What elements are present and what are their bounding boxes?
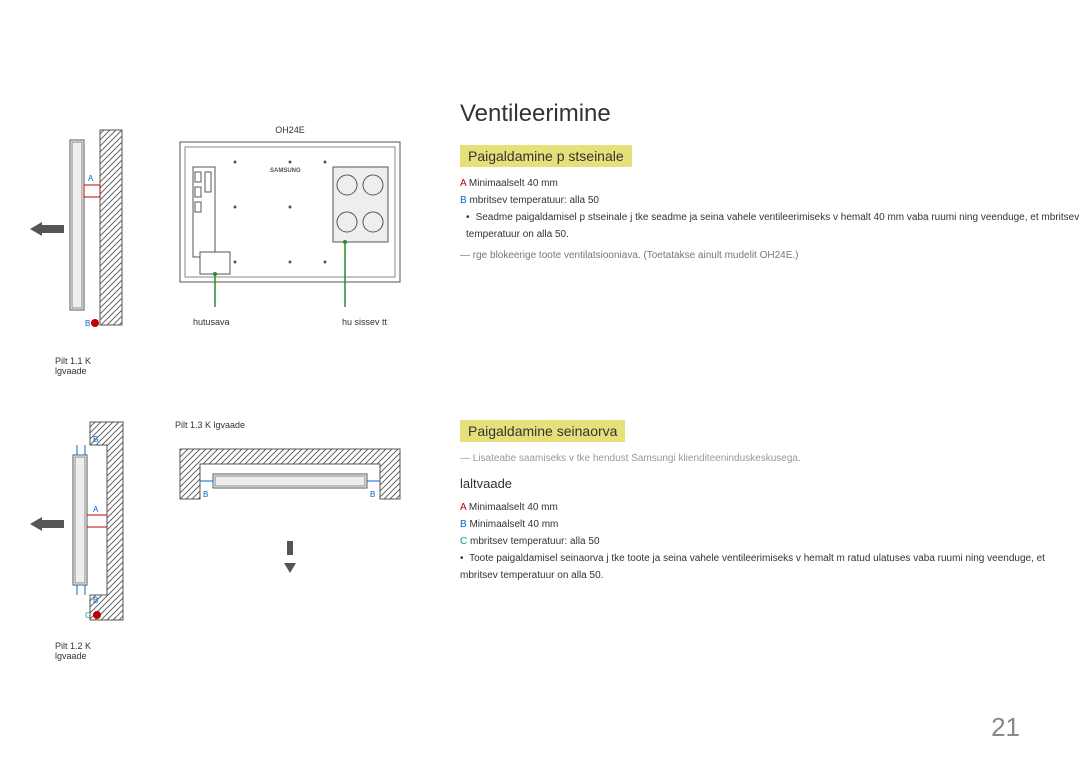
s1-bullet: Seadme paigaldamisel p stseinale j tke s… bbox=[466, 212, 1079, 240]
svg-text:B: B bbox=[85, 319, 90, 328]
svg-text:A: A bbox=[88, 174, 94, 183]
s2-b-text: Minimaalselt 40 mm bbox=[469, 519, 558, 530]
label-b2: B bbox=[460, 519, 467, 530]
arrow-icon bbox=[30, 515, 64, 533]
section-heading-recess: Paigaldamine seinaorva bbox=[460, 420, 625, 442]
arrow-down-icon bbox=[175, 541, 405, 578]
svg-text:B: B bbox=[93, 435, 98, 444]
s2-c-text: mbritsev temperatuur: alla 50 bbox=[470, 536, 600, 547]
label-b: B bbox=[460, 195, 467, 206]
section1-body: A Minimaalselt 40 mm B mbritsev temperat… bbox=[460, 175, 1080, 264]
model-label: OH24E bbox=[175, 125, 405, 135]
section-heading-wall: Paigaldamine p stseinale bbox=[460, 145, 632, 167]
svg-text:B: B bbox=[203, 490, 208, 499]
svg-text:SAMSUNG: SAMSUNG bbox=[270, 168, 301, 174]
svg-text:B: B bbox=[93, 596, 98, 605]
s1-b-text: mbritsev temperatuur: alla 50 bbox=[469, 195, 599, 206]
label-c: C bbox=[460, 536, 467, 547]
s2-info: ― Lisateabe saamiseks v tke hendust Sams… bbox=[460, 450, 1080, 467]
svg-text:A: A bbox=[93, 505, 99, 514]
s2-subheading: laltvaade bbox=[460, 473, 1080, 495]
s2-a-text: Minimaalselt 40 mm bbox=[469, 502, 558, 513]
diagram-side-1: A B Pilt 1.1 K lgvaade bbox=[55, 125, 125, 376]
s2-bullet: Toote paigaldamisel seinaorva j tke toot… bbox=[460, 553, 1045, 581]
diagram-side-2: B A B C Pilt 1.2 K lgvaade bbox=[55, 420, 125, 661]
page-title: Ventileerimine bbox=[460, 100, 611, 128]
section2-body: ― Lisateabe saamiseks v tke hendust Sams… bbox=[460, 450, 1080, 584]
diagram-top: Pilt 1.3 K lgvaade B B bbox=[175, 420, 405, 578]
svg-text:C: C bbox=[85, 611, 91, 620]
svg-text:B: B bbox=[370, 490, 375, 499]
label-a: A bbox=[460, 178, 466, 189]
diagram-rear: OH24E SAMSUNG bbox=[175, 125, 405, 327]
s1-a-text: Minimaalselt 40 mm bbox=[469, 178, 558, 189]
vent-in-label: hu sissev tt bbox=[342, 317, 387, 327]
diag3-caption: Pilt 1.3 K lgvaade bbox=[175, 420, 405, 430]
vent-out-label: hutusava bbox=[193, 317, 230, 327]
arrow-icon bbox=[30, 220, 64, 238]
label-a2: A bbox=[460, 502, 466, 513]
page-number: 21 bbox=[991, 712, 1020, 743]
diag2-caption: Pilt 1.2 K lgvaade bbox=[55, 641, 125, 661]
diag1-caption: Pilt 1.1 K lgvaade bbox=[55, 356, 125, 376]
s1-note: ― rge blokeerige toote ventilatsiooniava… bbox=[460, 247, 1080, 264]
